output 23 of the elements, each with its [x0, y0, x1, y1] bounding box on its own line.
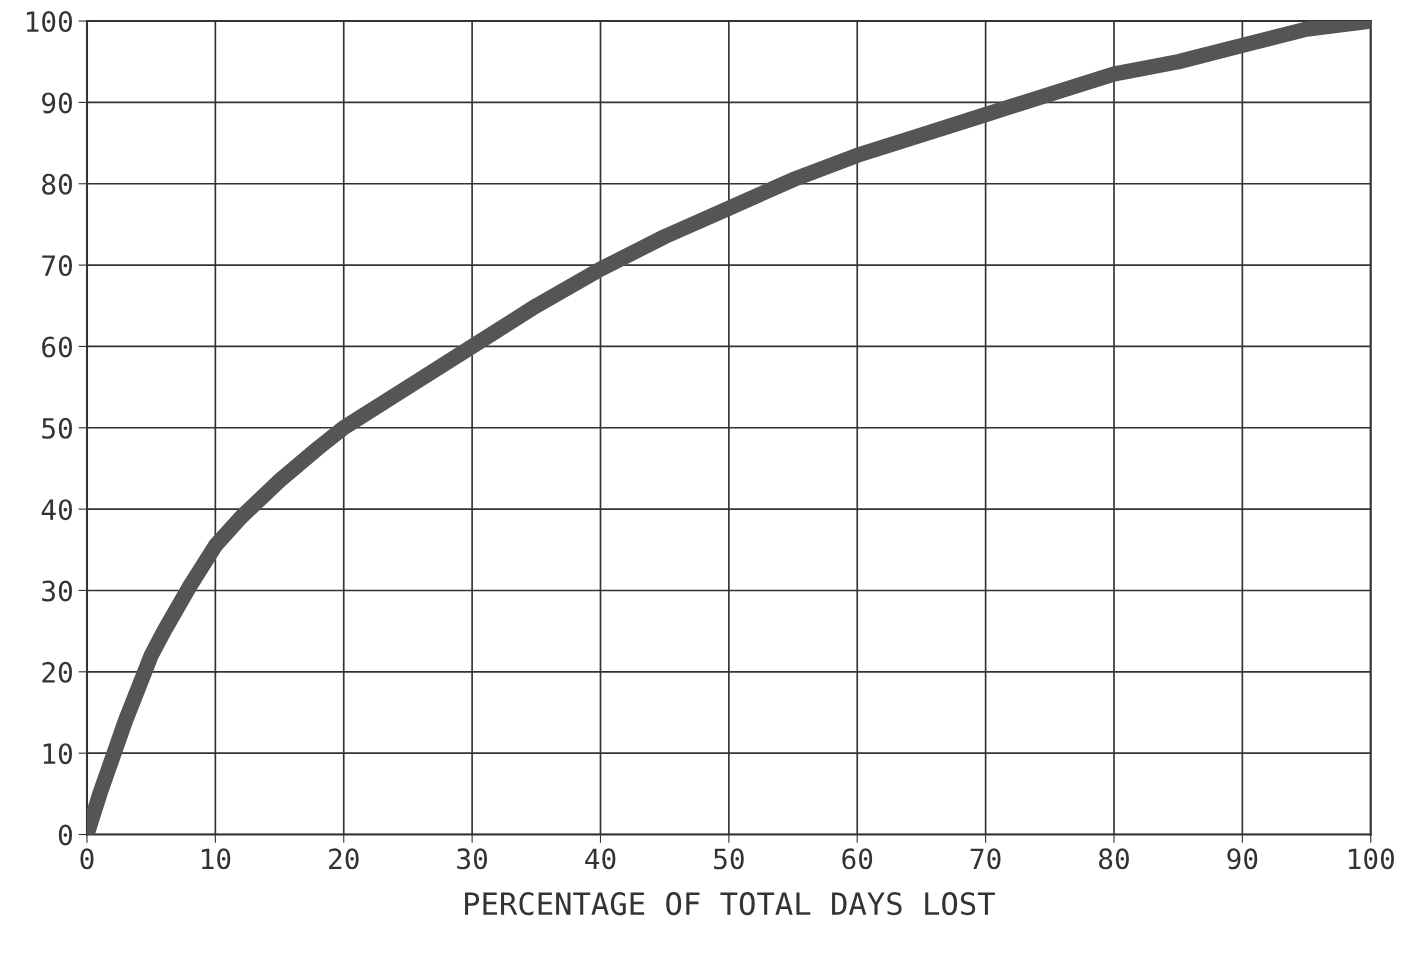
x-tick-label: 10: [201, 848, 231, 870]
x-tick-label: 40: [585, 848, 616, 870]
x-tick-label: 0: [80, 848, 94, 870]
y-tick-label: 100: [26, 11, 72, 33]
y-tick-label: 70: [42, 255, 72, 277]
x-tick-label: 70: [970, 848, 1001, 870]
x-tick-label: 80: [1099, 848, 1129, 870]
y-tick-label: 50: [42, 417, 72, 439]
y-tick-label: 0: [58, 824, 72, 846]
x-tick-label: 50: [714, 848, 744, 870]
x-tick-label: 20: [329, 848, 359, 870]
x-tick-label: 30: [457, 848, 488, 870]
y-tick-label: 60: [42, 336, 72, 358]
x-axis-title: PERCENTAGE OF TOTAL DAYS LOST: [465, 892, 995, 916]
y-tick-label: 80: [42, 173, 72, 195]
y-tick-label: 10: [43, 743, 72, 765]
y-tick-label: 20: [42, 661, 72, 683]
y-tick-label: 90: [42, 92, 72, 114]
x-tick-label: 90: [1227, 848, 1258, 870]
x-tick-label: 60: [842, 848, 873, 870]
x-tick-label: 100: [1348, 848, 1395, 870]
y-tick-label: 30: [42, 580, 72, 602]
y-tick-label: 40: [41, 499, 72, 521]
